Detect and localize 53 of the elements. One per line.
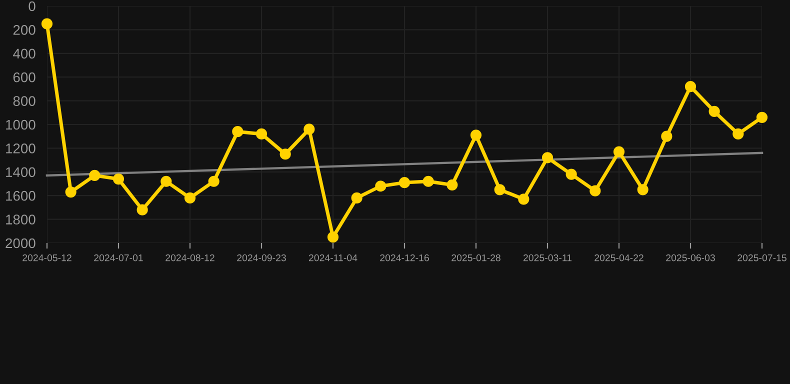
x-tick-label: 2025-04-22 — [594, 254, 644, 262]
point — [208, 176, 220, 187]
x-tick-label: 2025-06-03 — [666, 254, 715, 262]
point — [280, 148, 291, 160]
point — [661, 130, 672, 142]
point — [542, 152, 554, 164]
point — [65, 186, 76, 198]
point — [422, 176, 434, 187]
x-tick-label: 2024-12-16 — [380, 254, 429, 262]
y-tick-label: 200 — [13, 25, 36, 35]
y-tick-label: 600 — [13, 72, 36, 82]
point — [41, 18, 53, 30]
point — [351, 192, 362, 204]
x-tick-label: 2025-03-11 — [523, 254, 572, 262]
point — [184, 192, 196, 204]
point — [232, 126, 244, 138]
point — [89, 170, 100, 182]
point — [684, 81, 696, 92]
y-tick-label: 400 — [13, 48, 36, 59]
point — [590, 185, 601, 196]
x-tick-label: 2024-07-01 — [94, 254, 143, 262]
x-tick-label: 2024-09-23 — [237, 254, 286, 262]
point — [756, 112, 768, 123]
point — [160, 176, 172, 187]
x-tick-label: 2025-01-28 — [452, 254, 500, 262]
point — [732, 128, 744, 140]
y-tick-label: 800 — [13, 96, 36, 106]
point — [446, 179, 458, 190]
y-tick-label: 1000 — [6, 120, 36, 130]
point — [136, 204, 148, 216]
point — [470, 130, 482, 141]
point — [398, 177, 410, 188]
y-tick-label: 1200 — [6, 144, 36, 154]
x-tick-label: 2024-11-04 — [308, 254, 358, 262]
point — [112, 173, 124, 185]
point — [304, 124, 315, 135]
point — [256, 128, 268, 140]
point — [613, 146, 625, 158]
x-tick-label: 2024-08-12 — [166, 254, 214, 262]
y-tick-label: 1800 — [6, 214, 36, 224]
y-tick-label: 1400 — [6, 167, 36, 178]
x-tick-label: 2024-05-12 — [22, 254, 72, 262]
point — [375, 180, 386, 192]
y-tick-label: 2000 — [6, 238, 36, 248]
y-tick-label: 1600 — [6, 190, 36, 201]
y-tick-label: 0 — [28, 1, 36, 12]
point — [708, 106, 720, 118]
point — [518, 194, 530, 205]
point — [566, 168, 577, 180]
point — [637, 184, 648, 196]
x-tick-label: 2025-07-15 — [738, 254, 786, 262]
point — [327, 232, 339, 243]
point — [494, 184, 506, 196]
